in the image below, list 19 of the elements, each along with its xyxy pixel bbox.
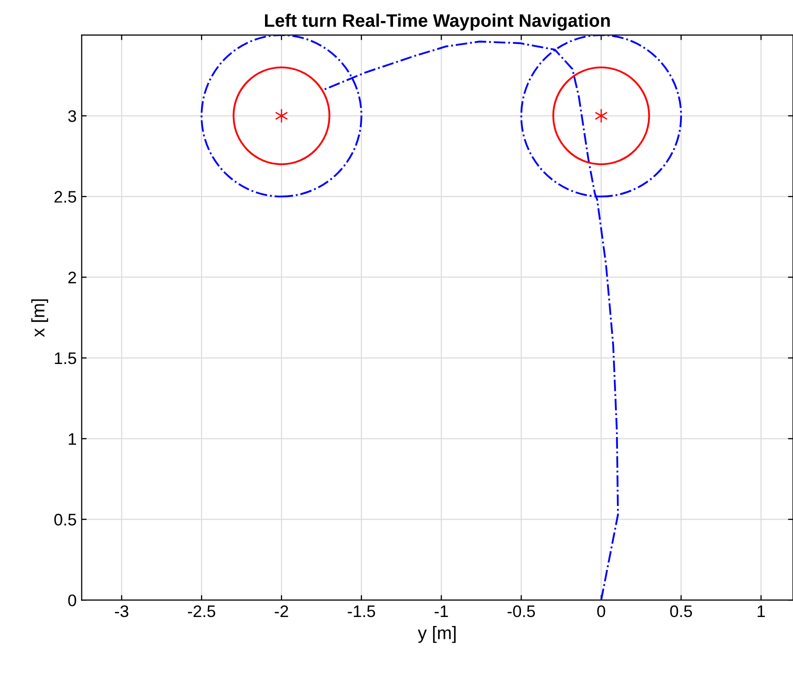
- y-tick-label: 2.5: [54, 190, 76, 203]
- x-tick-label: -1.5: [348, 606, 376, 618]
- y-axis-title: x [m]: [31, 299, 48, 337]
- x-tick-label: -3: [114, 605, 128, 618]
- x-tick-label: -2: [274, 605, 288, 618]
- x-tick-label: -1: [434, 606, 448, 618]
- x-tick-label: 1: [758, 606, 765, 618]
- y-tick-label: 0: [68, 594, 76, 606]
- x-tick-label: 0.5: [670, 605, 692, 618]
- y-tick-label: 1.5: [54, 352, 76, 364]
- y-tick-label: 0.5: [54, 514, 76, 526]
- y-tick-label: 1: [68, 433, 76, 445]
- x-tick-label: -0.5: [508, 605, 535, 618]
- x-axis-title: y [m]: [418, 626, 456, 643]
- x-tick-label: 0: [597, 605, 606, 618]
- y-tick-label: 3: [68, 110, 76, 122]
- x-tick-label: -2.5: [188, 605, 216, 618]
- chart-title: Left turn Real-Time Waypoint Navigation: [265, 14, 610, 31]
- y-tick-label: 2: [68, 272, 76, 284]
